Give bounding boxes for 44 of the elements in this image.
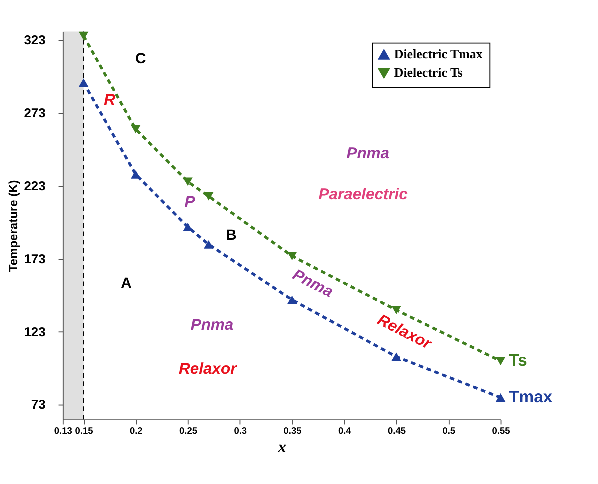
annotation: Relaxor <box>179 360 238 378</box>
x-tick-label: 0.5 <box>442 426 456 436</box>
point <box>392 352 402 362</box>
annotation: Pnma <box>190 317 234 334</box>
point <box>131 170 141 179</box>
x-tick-label: 0.35 <box>284 426 302 436</box>
annotation: P <box>184 194 196 212</box>
annotation: Pnma <box>346 146 390 163</box>
point <box>183 222 193 232</box>
x-tick-label: 0.4 <box>338 426 352 436</box>
point <box>204 192 214 201</box>
point <box>131 125 141 134</box>
x-tick-label: 0.55 <box>492 426 510 436</box>
x-tick-label: 0.2 <box>130 426 143 436</box>
x-tick-label: 0.3 <box>234 426 248 436</box>
x-tick-label: 0.13 <box>54 426 72 436</box>
point <box>496 357 506 366</box>
point <box>204 240 214 249</box>
y-tick-label: 73 <box>31 397 46 412</box>
point <box>496 394 506 402</box>
annotation: R <box>104 92 116 110</box>
annotation: Tmax <box>509 387 554 406</box>
point <box>183 178 193 186</box>
y-tick-label: 123 <box>24 324 46 340</box>
x-tick-label: 0.15 <box>75 426 94 436</box>
annotation: C <box>136 52 147 68</box>
y-tick-label: 273 <box>24 106 46 121</box>
y-tick-label: 223 <box>24 178 46 194</box>
annotation: A <box>121 276 132 292</box>
annotation: B <box>226 228 238 244</box>
x-axis-title: x <box>277 437 286 456</box>
point <box>78 78 89 87</box>
point <box>287 252 298 261</box>
annotation: Ts <box>509 350 528 370</box>
legend-label: Dielectric Ts <box>394 65 463 80</box>
x-tick-label: 0.45 <box>388 426 406 436</box>
y-tick-label: 323 <box>24 32 46 48</box>
annotation: Paraelectric <box>318 186 408 204</box>
x-tick-label: 0.25 <box>180 426 198 436</box>
y-axis-title: Temperature (K) <box>6 180 21 272</box>
point <box>78 32 89 40</box>
point <box>392 306 402 314</box>
y-tick-label: 173 <box>24 251 46 266</box>
legend-label: Dielectric Tmax <box>394 46 484 62</box>
